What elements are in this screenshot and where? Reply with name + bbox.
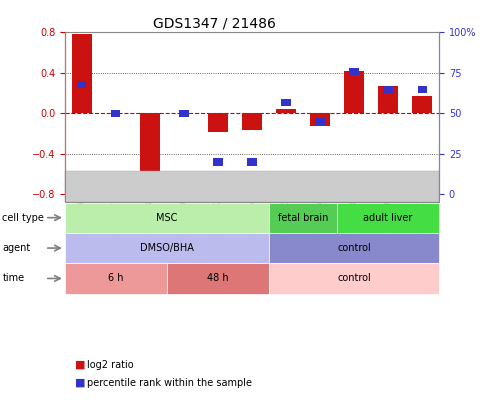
Bar bbox=[384, 85, 393, 93]
Bar bbox=[77, 81, 86, 88]
Bar bbox=[412, 96, 432, 113]
Bar bbox=[418, 85, 427, 93]
Text: percentile rank within the sample: percentile rank within the sample bbox=[87, 378, 252, 388]
Bar bbox=[111, 110, 120, 117]
Bar bbox=[310, 113, 330, 126]
Bar bbox=[140, 113, 160, 188]
Bar bbox=[214, 158, 223, 166]
Text: DMSO/BHA: DMSO/BHA bbox=[140, 243, 194, 253]
Bar bbox=[145, 186, 155, 193]
Text: 6 h: 6 h bbox=[108, 273, 124, 283]
Bar bbox=[72, 34, 92, 113]
Bar bbox=[315, 118, 325, 125]
Text: ■: ■ bbox=[75, 360, 85, 369]
Text: GDS1347 / 21486: GDS1347 / 21486 bbox=[153, 16, 276, 30]
Bar bbox=[281, 98, 290, 106]
Text: cell type: cell type bbox=[2, 213, 44, 223]
Text: fetal brain: fetal brain bbox=[278, 213, 328, 223]
Text: agent: agent bbox=[2, 243, 31, 253]
Text: ■: ■ bbox=[75, 378, 85, 388]
Text: 48 h: 48 h bbox=[207, 273, 229, 283]
Text: adult liver: adult liver bbox=[363, 213, 413, 223]
Text: time: time bbox=[2, 273, 24, 283]
Bar bbox=[378, 86, 398, 113]
Bar bbox=[349, 68, 359, 75]
Bar bbox=[344, 71, 364, 113]
Bar bbox=[276, 109, 296, 113]
Text: MSC: MSC bbox=[156, 213, 178, 223]
Text: control: control bbox=[337, 273, 371, 283]
Text: control: control bbox=[337, 243, 371, 253]
Bar bbox=[248, 158, 256, 166]
Bar bbox=[179, 110, 189, 117]
Bar bbox=[242, 113, 262, 130]
Text: log2 ratio: log2 ratio bbox=[87, 360, 134, 369]
Bar bbox=[208, 113, 228, 132]
